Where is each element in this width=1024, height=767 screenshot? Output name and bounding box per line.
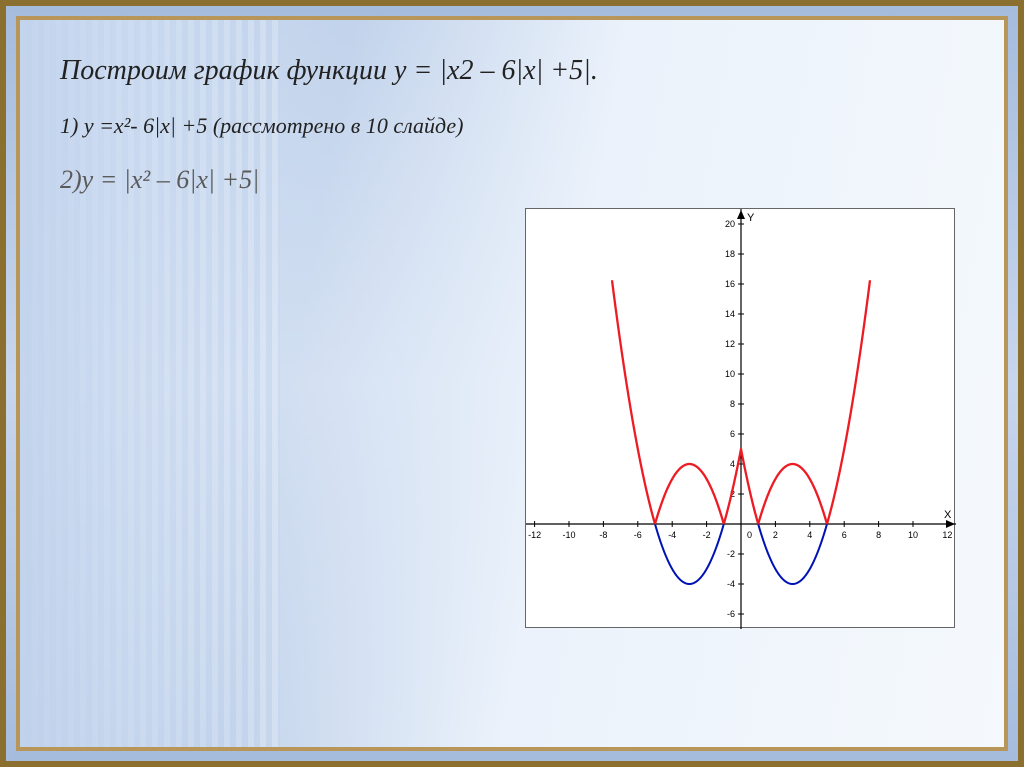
y-tick-label: 16 bbox=[725, 279, 735, 289]
y-tick-label: 10 bbox=[725, 369, 735, 379]
y-axis-label: Y bbox=[747, 212, 755, 224]
x-tick-label: 2 bbox=[773, 530, 778, 540]
origin-label: 0 bbox=[747, 530, 752, 540]
chart-svg: XY-12-10-8-6-4-2246810120-6-4-2246810121… bbox=[526, 209, 956, 629]
y-tick-label: 8 bbox=[730, 399, 735, 409]
y-tick-label: 6 bbox=[730, 429, 735, 439]
function-chart: XY-12-10-8-6-4-2246810120-6-4-2246810121… bbox=[525, 208, 955, 628]
y-tick-label: 14 bbox=[725, 309, 735, 319]
x-axis-label: X bbox=[944, 509, 952, 521]
x-tick-label: 4 bbox=[807, 530, 812, 540]
x-tick-label: -2 bbox=[703, 530, 711, 540]
slide-inner-frame: Построим график функции y = |x2 – 6|x| +… bbox=[16, 16, 1008, 751]
x-tick-label: -10 bbox=[562, 530, 575, 540]
x-tick-label: -12 bbox=[528, 530, 541, 540]
y-tick-label: -2 bbox=[727, 549, 735, 559]
step-2-text: 2)y = |x² – 6|x| +5| bbox=[60, 165, 964, 195]
x-tick-label: -8 bbox=[599, 530, 607, 540]
y-tick-label: 20 bbox=[725, 219, 735, 229]
slide-content: Построим график функции y = |x2 – 6|x| +… bbox=[60, 55, 964, 195]
x-tick-label: 10 bbox=[908, 530, 918, 540]
x-tick-label: 8 bbox=[876, 530, 881, 540]
y-tick-label: 4 bbox=[730, 459, 735, 469]
step-1-text: 1) y =x²- 6|x| +5 (рассмотрено в 10 слай… bbox=[60, 113, 964, 139]
x-tick-label: -6 bbox=[634, 530, 642, 540]
y-tick-label: 12 bbox=[725, 339, 735, 349]
slide-outer-frame: Построим график функции y = |x2 – 6|x| +… bbox=[0, 0, 1024, 767]
x-tick-label: 12 bbox=[942, 530, 952, 540]
y-tick-label: -4 bbox=[727, 579, 735, 589]
x-tick-label: -4 bbox=[668, 530, 676, 540]
y-tick-label: -6 bbox=[727, 609, 735, 619]
y-arrow bbox=[737, 210, 745, 219]
slide-title: Построим график функции y = |x2 – 6|x| +… bbox=[60, 55, 964, 87]
y-tick-label: 18 bbox=[725, 249, 735, 259]
x-tick-label: 6 bbox=[842, 530, 847, 540]
